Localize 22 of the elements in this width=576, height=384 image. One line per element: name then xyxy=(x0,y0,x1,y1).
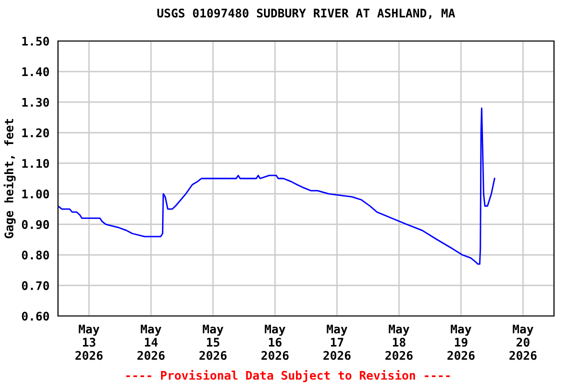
x-tick-label: May 17 2026 xyxy=(323,324,351,360)
y-tick-label: 1.50 xyxy=(22,36,49,46)
y-tick-label: 1.30 xyxy=(22,98,49,107)
y-tick-label: 1.40 xyxy=(22,67,49,76)
y-tick-label: 0.70 xyxy=(22,281,49,290)
y-tick-label: 1.10 xyxy=(22,158,49,168)
y-axis-title: Gage height, feet xyxy=(4,119,16,238)
x-tick-label: May 16 2026 xyxy=(261,324,289,360)
y-tick-label: 0.60 xyxy=(22,312,49,321)
x-tick-label: May 20 2026 xyxy=(509,324,537,360)
text: ---- Provisional Data Subject to Revision ---- xyxy=(126,370,450,382)
y-tick-label: 0.90 xyxy=(22,220,49,230)
chart-title: USGS 01097480 SUDBURY RIVER AT ASHLAND, MA xyxy=(157,8,456,20)
x-tick-label: May 13 2026 xyxy=(75,324,103,360)
line-series xyxy=(58,108,496,265)
x-tick-label: May 15 2026 xyxy=(199,324,227,360)
y-tick-label: 0.80 xyxy=(22,250,49,260)
x-tick-label: May 19 2026 xyxy=(447,324,475,360)
x-tick-label: May 14 2026 xyxy=(137,324,165,360)
y-tick-label: 1.20 xyxy=(22,128,49,138)
x-tick-label: May 18 2026 xyxy=(385,324,413,360)
y-tick-label: 1.00 xyxy=(22,190,49,198)
